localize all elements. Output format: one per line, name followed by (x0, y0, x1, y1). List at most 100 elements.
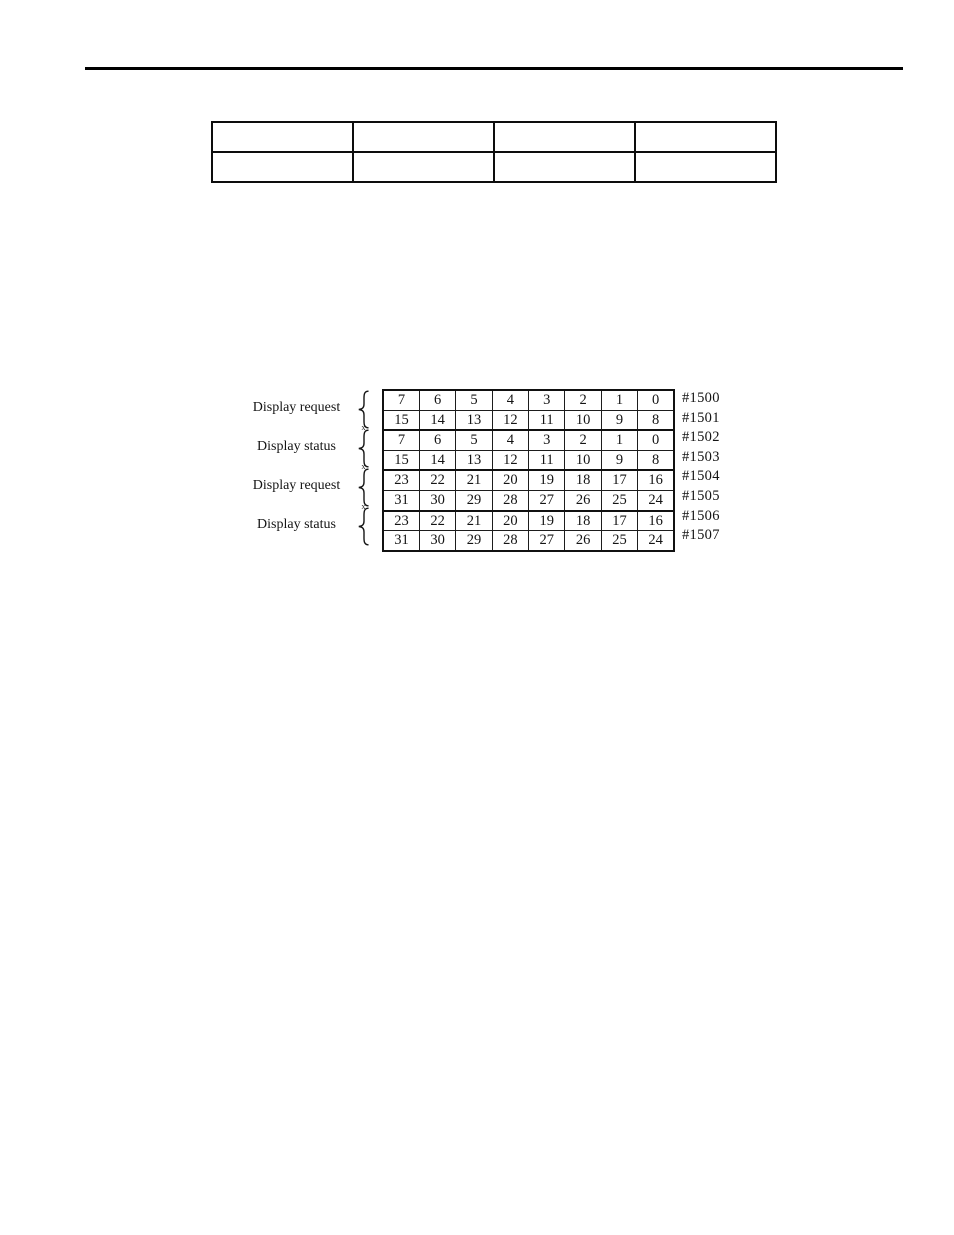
bit-cell: 0 (637, 429, 676, 451)
bit-cell: 18 (564, 509, 602, 532)
bit-row: 23 22 21 20 19 18 17 16 (381, 469, 676, 491)
blank-table-cell (634, 151, 777, 183)
bit-cell: 9 (600, 449, 639, 471)
bit-cell: 20 (491, 469, 530, 491)
bit-cell: 3 (527, 388, 566, 411)
address-label: #1501 (682, 409, 720, 426)
address-label: #1502 (682, 429, 720, 446)
address-label: #1500 (682, 390, 720, 406)
blank-table-cell (211, 151, 354, 183)
bit-cell: 10 (564, 409, 602, 431)
bit-cell: 26 (564, 489, 602, 512)
bit-cell: 25 (600, 530, 639, 552)
left-curly-brace-icon (358, 468, 369, 507)
bit-cell: 0 (637, 388, 676, 411)
left-curly-brace-icon (358, 507, 369, 546)
header-rule (85, 67, 903, 70)
bit-cell: 3 (527, 429, 566, 451)
bit-cell: 8 (637, 449, 676, 471)
bit-cell: 24 (637, 530, 676, 552)
blank-table-cell (493, 151, 636, 183)
bit-cell: 18 (564, 469, 602, 491)
bit-cell: 15 (381, 449, 420, 471)
bit-cell: 12 (491, 409, 530, 431)
blank-table-row (211, 151, 777, 183)
bit-cell: 4 (491, 429, 530, 451)
address-label: #1503 (682, 448, 720, 465)
bit-cell: 11 (527, 449, 566, 471)
bit-cell: 10 (564, 449, 602, 471)
bit-cell: 27 (527, 530, 566, 552)
left-curly-brace-icon (358, 429, 369, 468)
bit-cell: 5 (455, 388, 493, 411)
bit-cell: 30 (418, 489, 457, 512)
left-curly-brace-icon (358, 390, 369, 428)
bit-cell: 4 (491, 388, 530, 411)
blank-table (211, 121, 777, 183)
group-label: Display request (252, 399, 341, 415)
bit-cell: 6 (418, 429, 457, 451)
bit-cell: 20 (491, 509, 530, 532)
bit-cell: 24 (637, 489, 676, 512)
bit-cell: 22 (418, 509, 457, 532)
bit-row: 23 22 21 20 19 18 17 16 (381, 509, 676, 532)
bit-cell: 30 (418, 530, 457, 552)
bit-row: 15 14 13 12 11 10 9 8 (381, 409, 676, 431)
bit-cell: 9 (600, 409, 639, 431)
bit-cell: 17 (600, 509, 639, 532)
bit-cell: 12 (491, 449, 530, 471)
bit-cell: 2 (564, 429, 602, 451)
bit-cell: 6 (418, 388, 457, 411)
bit-cell: 1 (600, 388, 639, 411)
bit-cell: 23 (381, 469, 420, 491)
bit-cell: 5 (455, 429, 493, 451)
brace-junction-mark: x (361, 423, 366, 433)
address-label: #1505 (682, 488, 720, 504)
bit-cell: 29 (455, 530, 493, 552)
bit-cell: 16 (637, 469, 676, 491)
bit-cell: 19 (527, 469, 566, 491)
bit-cell: 1 (600, 429, 639, 451)
bit-cell: 16 (637, 509, 676, 532)
blank-table-cell (352, 121, 495, 153)
bit-cell: 7 (381, 388, 420, 411)
bit-row: 31 30 29 28 27 26 25 24 (381, 530, 676, 552)
blank-table-cell (211, 121, 354, 153)
bit-cell: 14 (418, 449, 457, 471)
brace-junction-mark: x (361, 501, 366, 511)
blank-table-cell (493, 121, 636, 153)
bit-cell: 17 (600, 469, 639, 491)
bit-cell: 23 (381, 509, 420, 532)
bit-cell: 27 (527, 489, 566, 512)
bit-cell: 13 (455, 409, 493, 431)
address-label: #1506 (682, 507, 720, 524)
bit-cell: 21 (455, 509, 493, 532)
bit-cell: 11 (527, 409, 566, 431)
bit-row: 31 30 29 28 27 26 25 24 (381, 489, 676, 512)
blank-table-row (211, 121, 777, 153)
bit-cell: 14 (418, 409, 457, 431)
group-label: Display status (257, 517, 336, 533)
bit-cell: 2 (564, 388, 602, 411)
bit-cell: 26 (564, 530, 602, 552)
group-label: Display request (252, 478, 341, 493)
bit-row: 15 14 13 12 11 10 9 8 (381, 449, 676, 471)
group-label: Display status (257, 438, 336, 454)
bit-cell: 28 (491, 489, 530, 512)
bit-cell: 19 (527, 509, 566, 532)
brace-junction-mark: x (361, 462, 366, 472)
bit-table: 7 6 5 4 3 2 1 0 15 14 13 12 11 10 9 8 7 6 5 4 3 2 1 0 15 14 13 12 11… (381, 388, 676, 552)
bit-cell: 29 (455, 489, 493, 512)
bit-cell: 13 (455, 449, 493, 471)
bit-cell: 31 (381, 489, 420, 512)
blank-table-cell (352, 151, 495, 183)
address-label: #1504 (682, 468, 720, 485)
bit-cell: 8 (637, 409, 676, 431)
bit-cell: 31 (381, 530, 420, 552)
bit-cell: 15 (381, 409, 420, 431)
bit-cell: 7 (381, 429, 420, 451)
blank-table-cell (634, 121, 777, 153)
address-label: #1507 (682, 527, 720, 544)
